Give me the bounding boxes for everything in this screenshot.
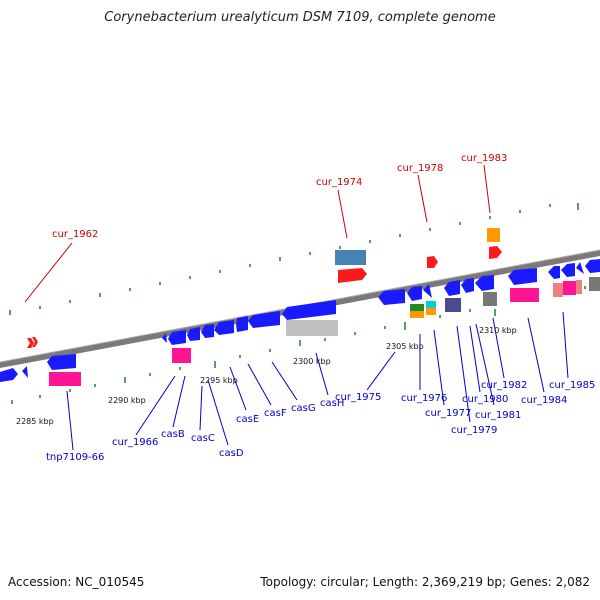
scale-ticks [9,203,586,404]
gene-arrow [461,278,474,293]
gene-label: cur_1979 [451,425,497,436]
gene-arrow [444,280,460,296]
gene-label: cur_1974 [316,177,362,188]
gene-arrow [427,256,438,268]
gene-label: cur_1983 [461,153,507,164]
scale-label: 2290 kbp [108,396,146,405]
gene-label: casH [320,398,344,409]
genes-reverse [0,259,600,386]
gene-label: cur_1975 [335,392,381,403]
gene-label: cur_1962 [52,229,98,240]
gene-box [483,292,497,306]
gene-label: cur_1981 [475,410,521,421]
scale-label: 2285 kbp [16,417,54,426]
gene-arrow [236,316,248,332]
gene-arrow [475,275,494,291]
scale-labels: 2285 kbp 2290 kbp 2295 kbp 2300 kbp 2305… [16,326,517,426]
gene-arrow [214,320,234,335]
leader-lines-blue [66,311,569,451]
gene-box [426,308,436,315]
gene-box [445,298,461,312]
gene-label: cur_1978 [397,163,443,174]
gene-arrow [407,286,422,301]
gene-label: cur_1976 [401,393,447,404]
gene-arrow [508,268,537,285]
scale-label: 2305 kbp [386,342,424,351]
gene-box [563,281,576,295]
gene-box [49,372,81,386]
gene-label: casB [161,429,185,440]
gene-arrow [22,366,28,378]
gene-arrow [423,284,432,298]
gene-arrow [187,327,200,341]
red-gene-labels: cur_1962 cur_1974 cur_1978 cur_1983 [52,153,507,240]
gene-arrow [168,330,186,345]
gene-label: cur_1985 [549,380,595,391]
gene-arrow [32,337,38,347]
gene-box [487,228,500,242]
gene-label: casF [264,408,287,419]
gene-box [172,348,191,363]
gene-arrow [282,300,336,320]
gene-box [589,277,600,291]
gene-label: cur_1966 [112,437,158,448]
gene-arrow [561,263,575,277]
leader-lines-red [24,164,491,303]
gene-box [410,304,424,311]
scale-label: 2310 kbp [479,326,517,335]
scale-label: 2295 kbp [200,376,238,385]
gene-label: casD [219,448,244,459]
genes-forward [27,228,502,348]
gene-arrow [27,338,34,348]
scale-label: 2300 kbp [293,357,331,366]
gene-box [335,250,366,265]
gene-box [576,280,582,294]
gene-box [510,288,539,302]
genome-title: Corynebacterium urealyticum DSM 7109, co… [104,10,496,25]
gene-box [286,320,338,336]
accession-text: Accession: NC_010545 [8,575,145,589]
gene-arrow [576,262,584,274]
gene-arrow [378,289,405,305]
gene-box [553,283,563,297]
blue-gene-labels: tnp7109-66 cur_1966 casB casC casD casE … [46,380,595,463]
gene-label: cur_1980 [462,394,508,405]
gene-arrow [248,311,280,328]
gene-arrow [47,354,76,370]
gene-label: casG [291,403,316,414]
gene-label: casE [236,414,259,425]
gene-arrow [585,259,600,273]
gene-arrow [162,333,167,343]
gene-label: cur_1977 [425,408,471,419]
gene-arrow [0,368,18,382]
gene-arrow [489,246,502,259]
gene-label: tnp7109-66 [46,452,104,463]
gene-arrow [548,266,560,279]
gene-arrow [338,268,367,283]
topology-text: Topology: circular; Length: 2,369,219 bp… [260,575,590,589]
gene-box [410,311,424,318]
gene-arrow [201,324,214,338]
gene-label: cur_1984 [521,395,567,406]
gene-label: cur_1982 [481,380,527,391]
gene-box [426,301,436,308]
gene-label: casC [191,433,215,444]
